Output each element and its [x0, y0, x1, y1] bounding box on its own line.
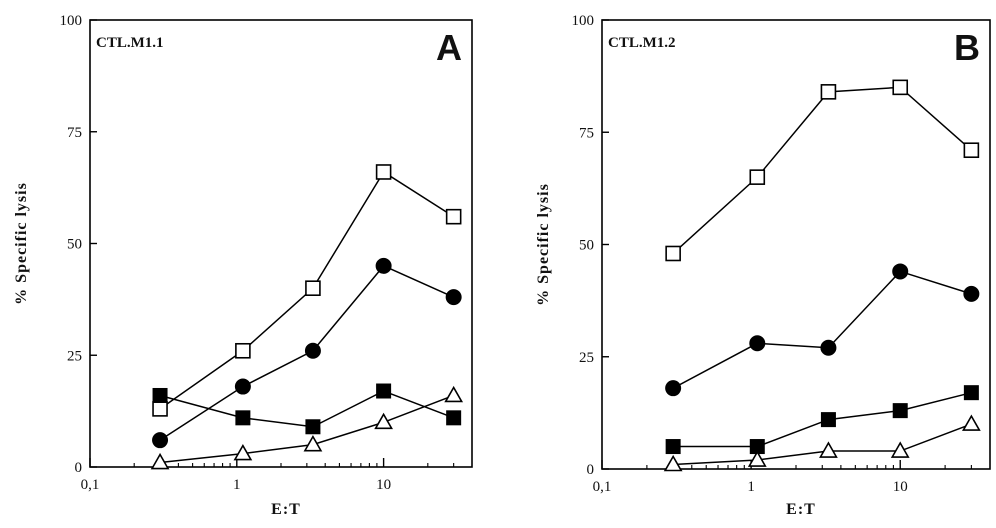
panel-b-series-3-point-0 — [663, 454, 683, 472]
panel-a-series-2-point-4 — [446, 410, 462, 426]
panel-b-y-tick-label-1: 25 — [579, 350, 594, 366]
panel-a-y-tick-label-0: 0 — [75, 460, 83, 476]
panel-b-series-1-point-0 — [665, 380, 682, 397]
panel-b-y-tick-label-4: 100 — [572, 13, 595, 29]
panel-b-y-axis-title: % Specific lysis — [535, 183, 552, 306]
panel-a-x-tick-label-1: 1 — [233, 477, 241, 493]
panel-b-y-tick-label-2: 50 — [579, 238, 594, 254]
panel-a-x-axis-title: E:T — [271, 501, 301, 518]
panel-a-series-2-point-2 — [305, 419, 321, 435]
panel-b-series-1-point-1 — [749, 335, 766, 352]
panel-b-series-0-point-0 — [665, 245, 681, 262]
panel-a-frame — [89, 19, 473, 468]
panel-a-series-1-point-1 — [234, 378, 251, 395]
panel-a-y-axis-title: % Specific lysis — [13, 182, 30, 305]
panel-a-x-tick-label-0: 0,1 — [81, 477, 100, 493]
panel-a-x-tick-label-2: 10 — [376, 477, 391, 493]
panel-b-series-0-point-2 — [820, 84, 837, 100]
panel-a-inset-label: CTL.M1.1 — [96, 35, 164, 51]
panel-b-series-2-point-0 — [665, 439, 681, 455]
panel-a-series-0-point-4 — [445, 208, 462, 225]
panel-a-y-tick-label-3: 75 — [67, 125, 82, 141]
panel-b-series-1-point-4 — [963, 285, 980, 302]
panel-b-inset-label: CTL.M1.2 — [608, 35, 676, 51]
panel-a-y-tick-label-1: 25 — [67, 348, 82, 364]
panel-a-series-1-point-4 — [445, 289, 462, 306]
panel-a-series-2-point-0 — [152, 387, 168, 403]
panel-b-x-tick-label-2: 10 — [893, 479, 908, 495]
panel-a-series-3-point-1 — [233, 443, 253, 461]
panel-b-series-3-point-3 — [890, 441, 910, 458]
panel-b-series-2-point-4 — [963, 385, 979, 401]
panel-b-series-3-point-2 — [819, 441, 838, 458]
panel-b-x-tick-label-0: 0,1 — [593, 479, 612, 495]
panel-b-series-3-point-1 — [747, 450, 767, 467]
panel-b-y-tick-label-3: 75 — [579, 125, 594, 141]
panel-a-series-3-point-2 — [303, 435, 323, 452]
panel-b-series-2-point-3 — [892, 403, 908, 419]
panel-b-letter: B — [954, 27, 980, 68]
panel-b-series-2-point-2 — [820, 412, 836, 428]
panel-a-series-1-point-3 — [375, 257, 392, 274]
panel-a-series-1-point-2 — [304, 342, 321, 359]
panel-a-series-0-point-1 — [235, 342, 251, 359]
panel-a-y-tick-label-4: 100 — [60, 13, 83, 29]
panel-a-series-3-point-3 — [374, 412, 393, 430]
panel-b-series-0-point-3 — [892, 79, 909, 96]
panel-b-series-0-line — [672, 86, 972, 255]
panel-a-y-tick-label-2: 50 — [67, 237, 82, 253]
panel-b-series-0-point-1 — [749, 169, 766, 185]
panel-b-series-0-point-4 — [963, 142, 980, 159]
panel-b-y-tick-label-0: 0 — [587, 462, 595, 478]
panel-a-series-0-point-2 — [305, 280, 321, 297]
panel-b-frame — [601, 19, 991, 470]
panel-a-series-2-point-3 — [376, 383, 392, 399]
panel-a-series-3-point-0 — [150, 452, 170, 470]
panel-a-letter: A — [436, 27, 462, 68]
panel-a-series-1-point-0 — [152, 432, 169, 449]
panel-b-series-3-point-4 — [961, 414, 981, 431]
panel-b-series-1-line — [672, 270, 972, 389]
panel-b-series-1-point-3 — [892, 263, 909, 280]
panel-b-series-3-line — [673, 423, 972, 466]
panel-a-series-2-point-1 — [235, 410, 251, 426]
panel-b-series-1-point-2 — [820, 339, 837, 356]
panel-b-x-axis-title: E:T — [786, 501, 816, 518]
panel-a-series-3-point-4 — [444, 385, 464, 403]
panel-b-x-tick-label-1: 1 — [747, 479, 755, 495]
panel-a-series-0-point-0 — [152, 401, 168, 417]
panel-a-series-0-point-3 — [375, 164, 392, 180]
